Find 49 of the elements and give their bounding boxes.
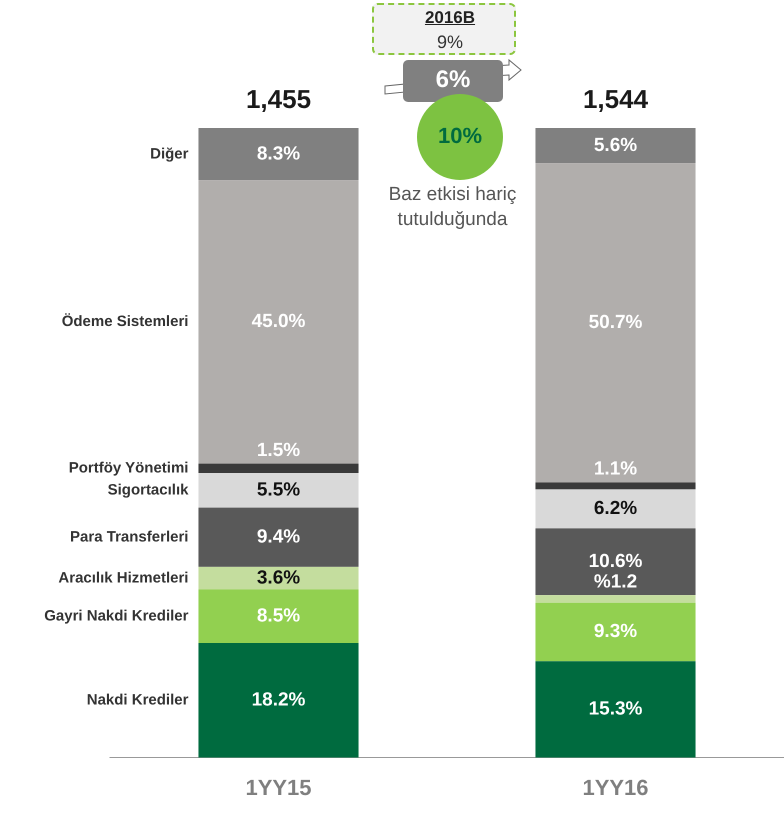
bar bbox=[198, 508, 359, 567]
data-label: 1.5% bbox=[256, 440, 300, 461]
x-tick-label: 1YY16 bbox=[582, 774, 649, 800]
data-label: 1.1% bbox=[594, 458, 638, 480]
bar bbox=[198, 464, 359, 474]
data-label: 9.4% bbox=[256, 526, 300, 548]
data-label: 6.2% bbox=[594, 498, 638, 520]
bar bbox=[198, 589, 359, 644]
data-label: 9.3% bbox=[594, 621, 638, 642]
data-label: 5.5% bbox=[256, 480, 300, 501]
data-label: %1.2 bbox=[594, 571, 638, 592]
series-label: Aracılık Hizmetleri bbox=[58, 569, 188, 586]
data-label: 45.0% bbox=[252, 311, 306, 332]
bar bbox=[535, 128, 696, 164]
bar bbox=[198, 643, 359, 758]
series-label: Ödeme Sistemleri bbox=[62, 313, 188, 330]
annotation: 10% bbox=[436, 123, 484, 149]
x-tick-label: 1YY15 bbox=[245, 774, 312, 800]
bar bbox=[535, 163, 696, 482]
data-label: 15.3% bbox=[588, 698, 643, 720]
annotation: 1,455 bbox=[246, 84, 312, 114]
bar bbox=[535, 661, 696, 758]
data-label: 10.6% bbox=[588, 551, 643, 572]
data-label: 50.7% bbox=[588, 312, 643, 334]
text: 9% bbox=[436, 32, 464, 53]
bar bbox=[535, 482, 696, 490]
bar bbox=[535, 595, 696, 603]
bar bbox=[535, 602, 696, 662]
bar bbox=[535, 489, 696, 528]
text: 2016B bbox=[424, 8, 476, 28]
series-label: Gayri Nakdi Krediler bbox=[44, 607, 189, 624]
bar bbox=[535, 528, 696, 596]
bar bbox=[198, 473, 359, 508]
bar bbox=[198, 180, 359, 464]
series-label: Para Transferleri bbox=[70, 528, 188, 546]
data-label: 8.5% bbox=[256, 605, 300, 626]
series-label: Diğer bbox=[150, 145, 189, 162]
data-label: 8.3% bbox=[256, 143, 300, 164]
text: 6% bbox=[434, 66, 472, 94]
data-label: 18.2% bbox=[252, 690, 306, 711]
data-label: 3.6% bbox=[256, 567, 300, 588]
annotation: Baz etkisi hariç tutulduğunda bbox=[388, 183, 518, 232]
annotation: 1,544 bbox=[582, 84, 649, 114]
data-label: 5.6% bbox=[594, 134, 638, 156]
bar bbox=[198, 128, 359, 180]
series-label: Sigortacılık bbox=[108, 481, 190, 498]
series-label: Nakdi Krediler bbox=[86, 691, 189, 708]
bar bbox=[198, 566, 359, 590]
series-label: Portföy Yönetimi bbox=[68, 459, 188, 476]
